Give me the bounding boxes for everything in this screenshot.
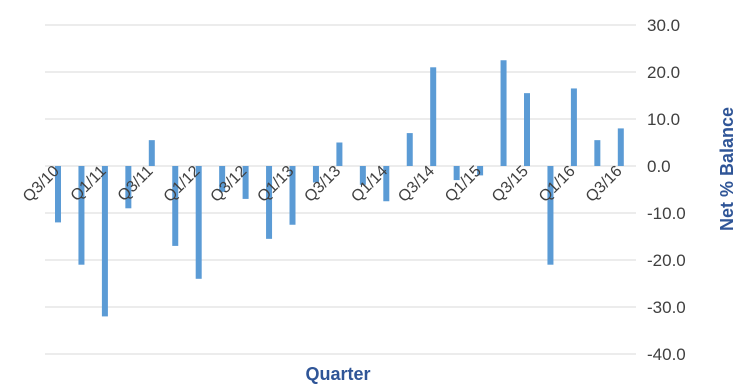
x-tick-label: Q1/16 [536, 163, 579, 206]
bar-q3-11 [148, 140, 155, 166]
y-tick-label: -30.0 [647, 298, 686, 317]
bar-q2-12 [219, 166, 226, 192]
y-tick-label: 20.0 [647, 63, 680, 82]
y-tick-label: 30.0 [647, 16, 680, 35]
bar-q1-16 [570, 88, 577, 166]
x-axis-title: Quarter [305, 364, 370, 384]
bar-q2-14 [406, 133, 413, 166]
y-tick-label: -40.0 [647, 345, 686, 364]
y-axis-ticks: 30.0 20.0 10.0 0.0 -10.0 -20.0 -30.0 -40.0 [647, 16, 686, 364]
bar-q3-16 [617, 128, 624, 166]
bar-q3-12 [242, 166, 249, 199]
bar-q3-15 [524, 93, 530, 166]
x-tick-label: Q3/15 [489, 163, 532, 206]
x-tick-label: Q3/14 [395, 163, 438, 206]
x-tick-label: Q3/16 [583, 163, 626, 206]
bar-q2-13 [312, 166, 319, 183]
x-tick-label: Q3/11 [115, 163, 157, 205]
bar-q4-14 [453, 166, 460, 181]
y-tick-label: -10.0 [647, 204, 686, 223]
y-tick-label: 0.0 [647, 157, 671, 176]
y-tick-label: -20.0 [647, 251, 686, 270]
bar-q2-16 [594, 140, 601, 166]
bar-q1-11 [101, 166, 108, 317]
bar-q3-13 [336, 142, 343, 166]
x-tick-label: Q1/15 [442, 163, 485, 206]
y-axis-title: Net % Balance [717, 107, 737, 231]
bar-q4-12 [266, 166, 273, 239]
y-tick-label: 10.0 [647, 110, 680, 129]
bar-q1-15 [477, 166, 484, 176]
bar-q1-12 [195, 166, 202, 279]
bar-q1-13 [289, 166, 296, 225]
bar-q4-15 [547, 166, 554, 265]
bar-q4-10 [78, 166, 85, 265]
bar-q2-15 [500, 60, 507, 166]
x-tick-label: Q3/13 [301, 163, 344, 206]
bar-q2-11 [125, 166, 132, 209]
x-axis-ticks: Q3/10 Q1/11 Q3/11 Q1/12 Q3/12 Q1/13 Q3/13 Q1/14… [20, 163, 626, 206]
bars [55, 60, 624, 317]
bar-q3-14 [430, 67, 437, 166]
bar-q4-13 [359, 166, 366, 185]
bar-q1-14 [383, 166, 390, 202]
bar-q3-10 [55, 166, 61, 223]
bar-q4-11 [172, 166, 179, 246]
grid-lines [45, 24, 636, 355]
